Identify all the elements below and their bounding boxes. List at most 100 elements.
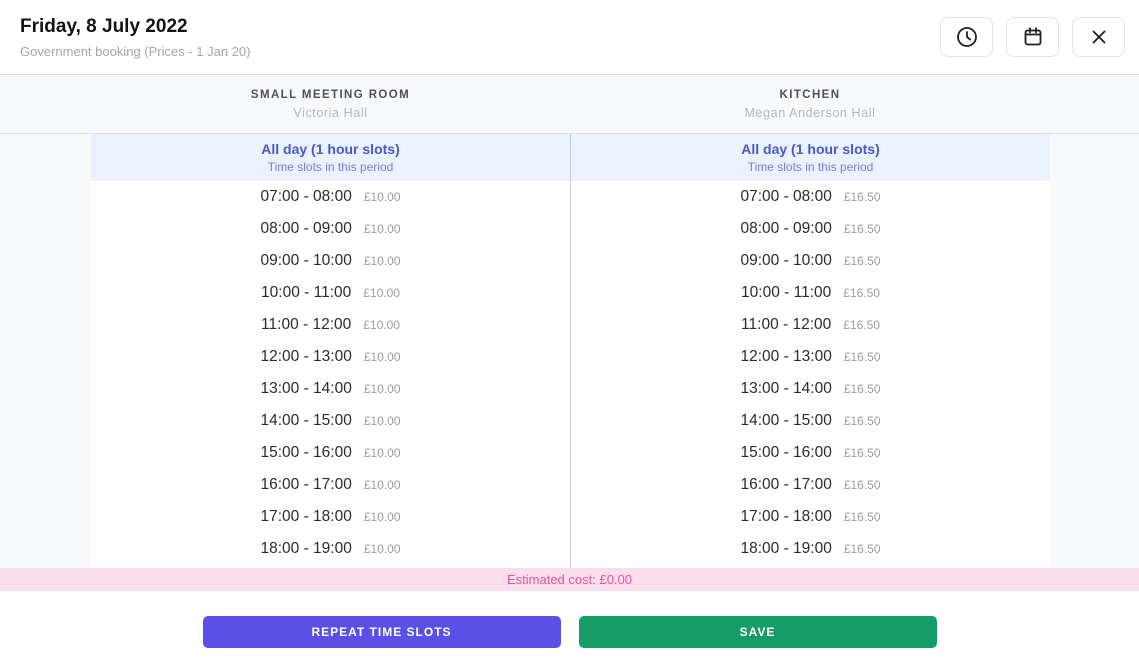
time-slot-row[interactable]: 16:00 - 17:00 £10.00 <box>91 469 570 501</box>
slot-price: £10.00 <box>363 478 401 492</box>
repeat-time-slots-button[interactable]: REPEAT TIME SLOTS <box>202 616 561 648</box>
slot-price: £10.00 <box>363 382 401 396</box>
time-slot-row[interactable]: 14:00 - 15:00 £10.00 <box>91 405 570 437</box>
slot-price: £10.00 <box>363 414 401 428</box>
left-gutter <box>0 134 91 568</box>
time-slot-row[interactable]: 12:00 - 13:00 £16.50 <box>571 341 1050 373</box>
slot-price: £16.50 <box>843 446 881 460</box>
period-header[interactable]: All day (1 hour slots) Time slots in thi… <box>571 134 1050 181</box>
time-slot-row[interactable]: 14:00 - 15:00 £16.50 <box>571 405 1050 437</box>
period-title: All day (1 hour slots) <box>261 141 400 157</box>
time-slot-row[interactable]: 10:00 - 11:00 £16.50 <box>571 277 1050 309</box>
time-slot-row[interactable]: 08:00 - 09:00 £16.50 <box>571 213 1050 245</box>
clock-icon <box>955 25 979 49</box>
slot-price: £16.50 <box>843 286 880 300</box>
slot-time: 07:00 - 08:00 <box>740 188 832 205</box>
slot-price: £16.50 <box>843 510 881 524</box>
slot-column-kitchen: All day (1 hour slots) Time slots in thi… <box>570 134 1050 568</box>
close-button[interactable] <box>1072 17 1125 57</box>
slot-list: 07:00 - 08:00 £16.50 08:00 - 09:00 £16.50 09… <box>571 181 1050 565</box>
slot-column-small-meeting-room: All day (1 hour slots) Time slots in thi… <box>91 134 570 568</box>
slot-time: 17:00 - 18:00 <box>260 508 352 525</box>
slot-price: £16.50 <box>843 478 881 492</box>
room-name: KITCHEN <box>779 88 841 101</box>
slot-time: 14:00 - 15:00 <box>260 412 352 429</box>
calendar-icon <box>1021 25 1045 49</box>
slot-price: £16.50 <box>843 382 881 396</box>
slot-time: 16:00 - 17:00 <box>260 476 352 493</box>
slot-time: 12:00 - 13:00 <box>260 348 352 365</box>
slot-price: £10.00 <box>363 446 401 460</box>
right-gutter <box>1050 134 1139 568</box>
slot-time: 11:00 - 12:00 <box>741 316 832 333</box>
time-slot-row[interactable]: 11:00 - 12:00 £16.50 <box>571 309 1050 341</box>
slot-price: £16.50 <box>843 254 881 268</box>
time-slot-row[interactable]: 13:00 - 14:00 £16.50 <box>571 373 1050 405</box>
time-slot-row[interactable]: 15:00 - 16:00 £16.50 <box>571 437 1050 469</box>
time-slot-row[interactable]: 07:00 - 08:00 £10.00 <box>91 181 570 213</box>
slot-price: £10.00 <box>363 254 401 268</box>
slot-price: £16.50 <box>843 190 881 204</box>
period-title: All day (1 hour slots) <box>741 141 880 157</box>
room-name: SMALL MEETING ROOM <box>250 88 411 101</box>
right-gutter <box>1050 75 1139 133</box>
slot-time: 18:00 - 19:00 <box>740 540 832 557</box>
slot-price: £16.50 <box>843 318 880 332</box>
slot-time: 11:00 - 12:00 <box>261 316 352 333</box>
slot-time: 13:00 - 14:00 <box>740 380 832 397</box>
slot-time: 14:00 - 15:00 <box>740 412 832 429</box>
slot-price: £16.50 <box>843 542 881 556</box>
slot-time: 07:00 - 08:00 <box>260 188 352 205</box>
period-header[interactable]: All day (1 hour slots) Time slots in thi… <box>91 134 570 181</box>
slot-time: 13:00 - 14:00 <box>260 380 352 397</box>
slot-time: 08:00 - 09:00 <box>260 220 352 237</box>
slot-price: £10.00 <box>363 510 401 524</box>
left-gutter <box>0 75 91 133</box>
time-slot-row[interactable]: 08:00 - 09:00 £10.00 <box>91 213 570 245</box>
header-text: Friday, 8 July 2022 Government booking (… <box>20 16 251 59</box>
save-button[interactable]: SAVE <box>578 616 937 648</box>
calendar-button[interactable] <box>1006 17 1059 57</box>
slot-price: £10.00 <box>363 190 401 204</box>
slot-time: 15:00 - 16:00 <box>260 444 352 461</box>
slot-price: £16.50 <box>843 350 881 364</box>
footer-actions: REPEAT TIME SLOTS SAVE <box>0 591 1139 648</box>
close-icon <box>1088 26 1110 48</box>
time-slot-row[interactable]: 07:00 - 08:00 £16.50 <box>571 181 1050 213</box>
time-slot-row[interactable]: 11:00 - 12:00 £10.00 <box>91 309 570 341</box>
time-slot-row[interactable]: 09:00 - 10:00 £10.00 <box>91 245 570 277</box>
slot-time: 16:00 - 17:00 <box>740 476 832 493</box>
time-slot-row[interactable]: 16:00 - 17:00 £16.50 <box>571 469 1050 501</box>
period-subtitle: Time slots in this period <box>747 160 874 174</box>
period-subtitle: Time slots in this period <box>267 160 394 174</box>
room-header-band: SMALL MEETING ROOM Victoria Hall KITCHEN… <box>0 75 1139 134</box>
time-slot-row[interactable]: 09:00 - 10:00 £16.50 <box>571 245 1050 277</box>
slot-list: 07:00 - 08:00 £10.00 08:00 - 09:00 £10.00 09… <box>91 181 570 565</box>
time-slot-row[interactable]: 15:00 - 16:00 £10.00 <box>91 437 570 469</box>
time-slot-row[interactable]: 18:00 - 19:00 £16.50 <box>571 533 1050 565</box>
estimated-cost-text: Estimated cost: £0.00 <box>506 572 632 587</box>
slot-time: 12:00 - 13:00 <box>740 348 832 365</box>
time-slot-row[interactable]: 10:00 - 11:00 £10.00 <box>91 277 570 309</box>
page-subtitle: Government booking (Prices - 1 Jan 20) <box>20 43 251 59</box>
time-slot-row[interactable]: 17:00 - 18:00 £16.50 <box>571 501 1050 533</box>
slot-price: £16.50 <box>843 414 881 428</box>
page-title: Friday, 8 July 2022 <box>20 15 188 37</box>
time-slot-row[interactable]: 17:00 - 18:00 £10.00 <box>91 501 570 533</box>
slot-price: £10.00 <box>363 542 401 556</box>
estimated-cost-bar: Estimated cost: £0.00 <box>0 568 1139 591</box>
room-header-small-meeting-room: SMALL MEETING ROOM Victoria Hall <box>91 75 570 133</box>
room-header-kitchen: KITCHEN Megan Anderson Hall <box>570 75 1050 133</box>
slot-time: 10:00 - 11:00 <box>261 284 352 301</box>
slot-time: 08:00 - 09:00 <box>740 220 832 237</box>
booking-header: Friday, 8 July 2022 Government booking (… <box>0 0 1139 75</box>
venue-name: Megan Anderson Hall <box>744 105 876 120</box>
venue-name: Victoria Hall <box>293 105 368 120</box>
time-slot-row[interactable]: 13:00 - 14:00 £10.00 <box>91 373 570 405</box>
slot-price: £10.00 <box>363 350 401 364</box>
time-slot-row[interactable]: 12:00 - 13:00 £10.00 <box>91 341 570 373</box>
slot-time: 09:00 - 10:00 <box>740 252 832 269</box>
history-button[interactable] <box>940 17 993 57</box>
time-slot-row[interactable]: 18:00 - 19:00 £10.00 <box>91 533 570 565</box>
time-slot-grid: All day (1 hour slots) Time slots in thi… <box>0 134 1139 568</box>
